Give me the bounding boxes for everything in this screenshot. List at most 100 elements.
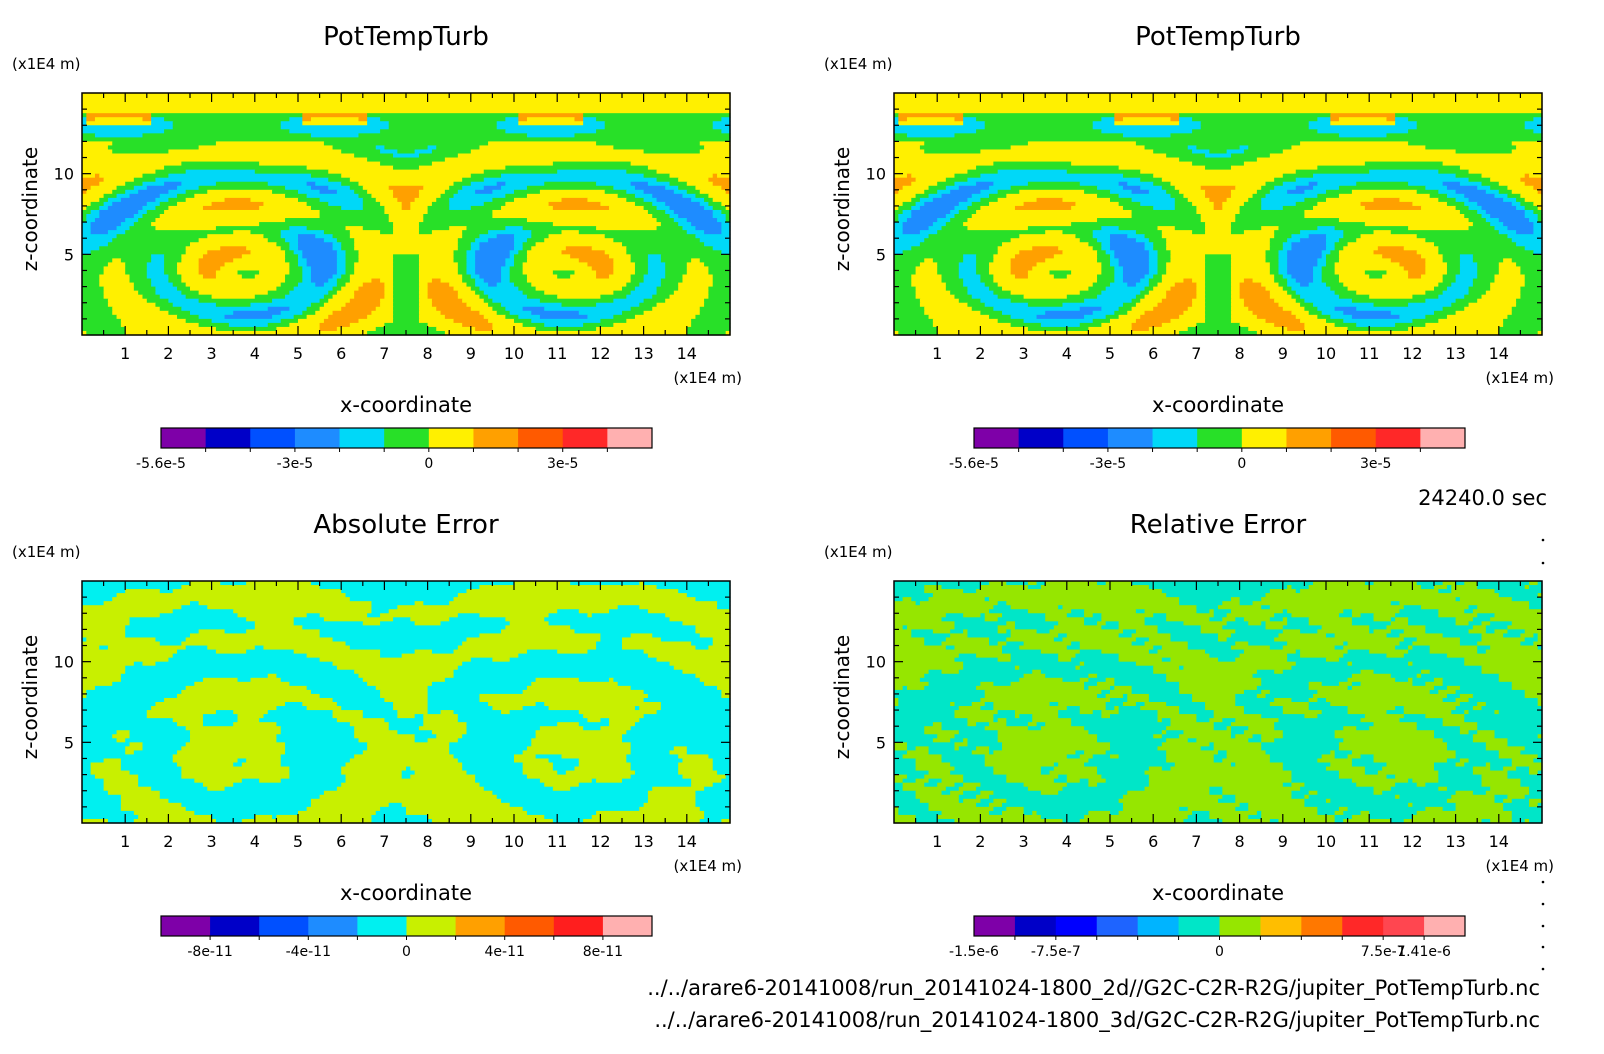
heatmap-cell — [202, 718, 239, 723]
heatmap-cell — [488, 294, 528, 300]
heatmap-cell — [414, 734, 437, 739]
heatmap-cell — [712, 758, 731, 764]
colorbar-swatch — [161, 916, 211, 936]
heatmap-cell — [1490, 222, 1504, 227]
heatmap-cell — [1079, 181, 1120, 187]
heatmap-cell — [1511, 810, 1543, 816]
heatmap-cell — [99, 197, 109, 203]
heatmap-cell — [1179, 806, 1189, 812]
heatmap-cell — [652, 214, 671, 219]
heatmap-cell — [1282, 246, 1293, 251]
heatmap-cell — [1274, 274, 1284, 280]
colorbar-label: 4e-11 — [485, 944, 525, 960]
heatmap-cell — [1455, 697, 1470, 703]
heatmap-cell — [1144, 286, 1154, 292]
heatmap-cell — [1343, 234, 1362, 239]
heatmap-cell — [1442, 258, 1461, 263]
heatmap-cell — [1239, 209, 1305, 215]
heatmap-cell — [1498, 230, 1517, 235]
heatmap-cell — [1459, 597, 1513, 602]
heatmap-cell — [894, 117, 899, 122]
heatmap-cell — [310, 205, 342, 211]
heatmap-cell — [1079, 710, 1094, 715]
heatmap-cell — [894, 318, 934, 324]
heatmap-cell — [656, 290, 675, 296]
heatmap-cell — [280, 726, 355, 731]
heatmap-cell — [660, 222, 679, 227]
heatmap-cell — [475, 270, 502, 276]
heatmap-cell — [306, 685, 377, 691]
heatmap-cell — [1265, 621, 1288, 626]
heatmap-cell — [915, 814, 938, 820]
heatmap-cell — [587, 649, 645, 655]
heatmap-cell — [1071, 657, 1120, 663]
heatmap-cell — [1235, 641, 1249, 647]
heatmap-cell — [894, 649, 1003, 655]
heatmap-cell — [341, 205, 364, 211]
heatmap-cell — [1079, 677, 1089, 683]
heatmap-cell — [721, 689, 731, 695]
heatmap-cell — [1187, 306, 1206, 312]
heatmap-cell — [431, 230, 463, 235]
heatmap-cell — [557, 722, 580, 727]
heatmap-cell — [894, 314, 930, 320]
heatmap-cell — [1338, 657, 1465, 663]
heatmap-cell — [1282, 286, 1293, 292]
heatmap-cell — [1511, 798, 1530, 804]
heatmap-cell — [997, 250, 1020, 255]
heatmap-cell — [894, 794, 917, 800]
heatmap-cell — [1529, 766, 1543, 772]
heatmap-cell — [1390, 601, 1401, 606]
heatmap-cell — [120, 766, 182, 772]
heatmap-cell — [375, 326, 437, 332]
heatmap-cell — [90, 762, 122, 768]
heatmap-cell — [1205, 222, 1232, 227]
heatmap-cell — [622, 734, 731, 739]
heatmap-cell — [1027, 726, 1042, 731]
heatmap-cell — [1524, 181, 1543, 187]
heatmap-cell — [626, 169, 658, 175]
heatmap-cell — [501, 173, 645, 179]
heatmap-cell — [915, 266, 938, 272]
heatmap-cell — [1192, 149, 1210, 155]
heatmap-cell — [185, 806, 308, 812]
colorbar-label: -3e-5 — [277, 456, 314, 472]
heatmap-cell — [1516, 298, 1543, 304]
heatmap-cell — [928, 185, 947, 191]
colorbar-label: 0 — [1215, 944, 1224, 960]
heatmap-cell — [1416, 121, 1526, 126]
heatmap-cell — [462, 185, 485, 191]
heatmap-cell — [686, 326, 731, 332]
heatmap-cell — [380, 693, 429, 699]
heatmap-cell — [1494, 226, 1509, 231]
heatmap-cell — [1179, 665, 1185, 671]
heatmap-cell — [1274, 697, 1293, 703]
heatmap-cell — [354, 246, 459, 251]
heatmap-cell — [967, 226, 1029, 231]
heatmap-cell — [1230, 314, 1258, 320]
heatmap-cell — [1213, 754, 1228, 760]
heatmap-cell — [1027, 302, 1064, 308]
heatmap-cell — [509, 657, 658, 663]
heatmap-cell — [1058, 702, 1107, 707]
heatmap-cell — [1343, 818, 1392, 824]
heatmap-cell — [82, 778, 105, 784]
heatmap-cell — [1472, 282, 1491, 288]
heatmap-cell — [894, 601, 917, 606]
heatmap-cell — [1477, 702, 1487, 707]
heatmap-cell — [1334, 262, 1401, 268]
heatmap-cell — [82, 117, 87, 122]
heatmap-cell — [924, 141, 1029, 147]
heatmap-cell — [1395, 774, 1439, 780]
heatmap-cell — [90, 766, 122, 772]
heatmap-cell — [699, 149, 731, 155]
heatmap-cell — [1269, 189, 1288, 195]
heatmap-cell — [630, 306, 653, 312]
heatmap-cell — [1157, 250, 1172, 255]
heatmap-cell — [1481, 214, 1491, 219]
heatmap-cell — [354, 238, 459, 243]
heatmap-cell — [1153, 286, 1172, 292]
heatmap-cell — [894, 714, 956, 719]
heatmap-cell — [1481, 294, 1521, 300]
heatmap-cell — [1291, 585, 1310, 590]
